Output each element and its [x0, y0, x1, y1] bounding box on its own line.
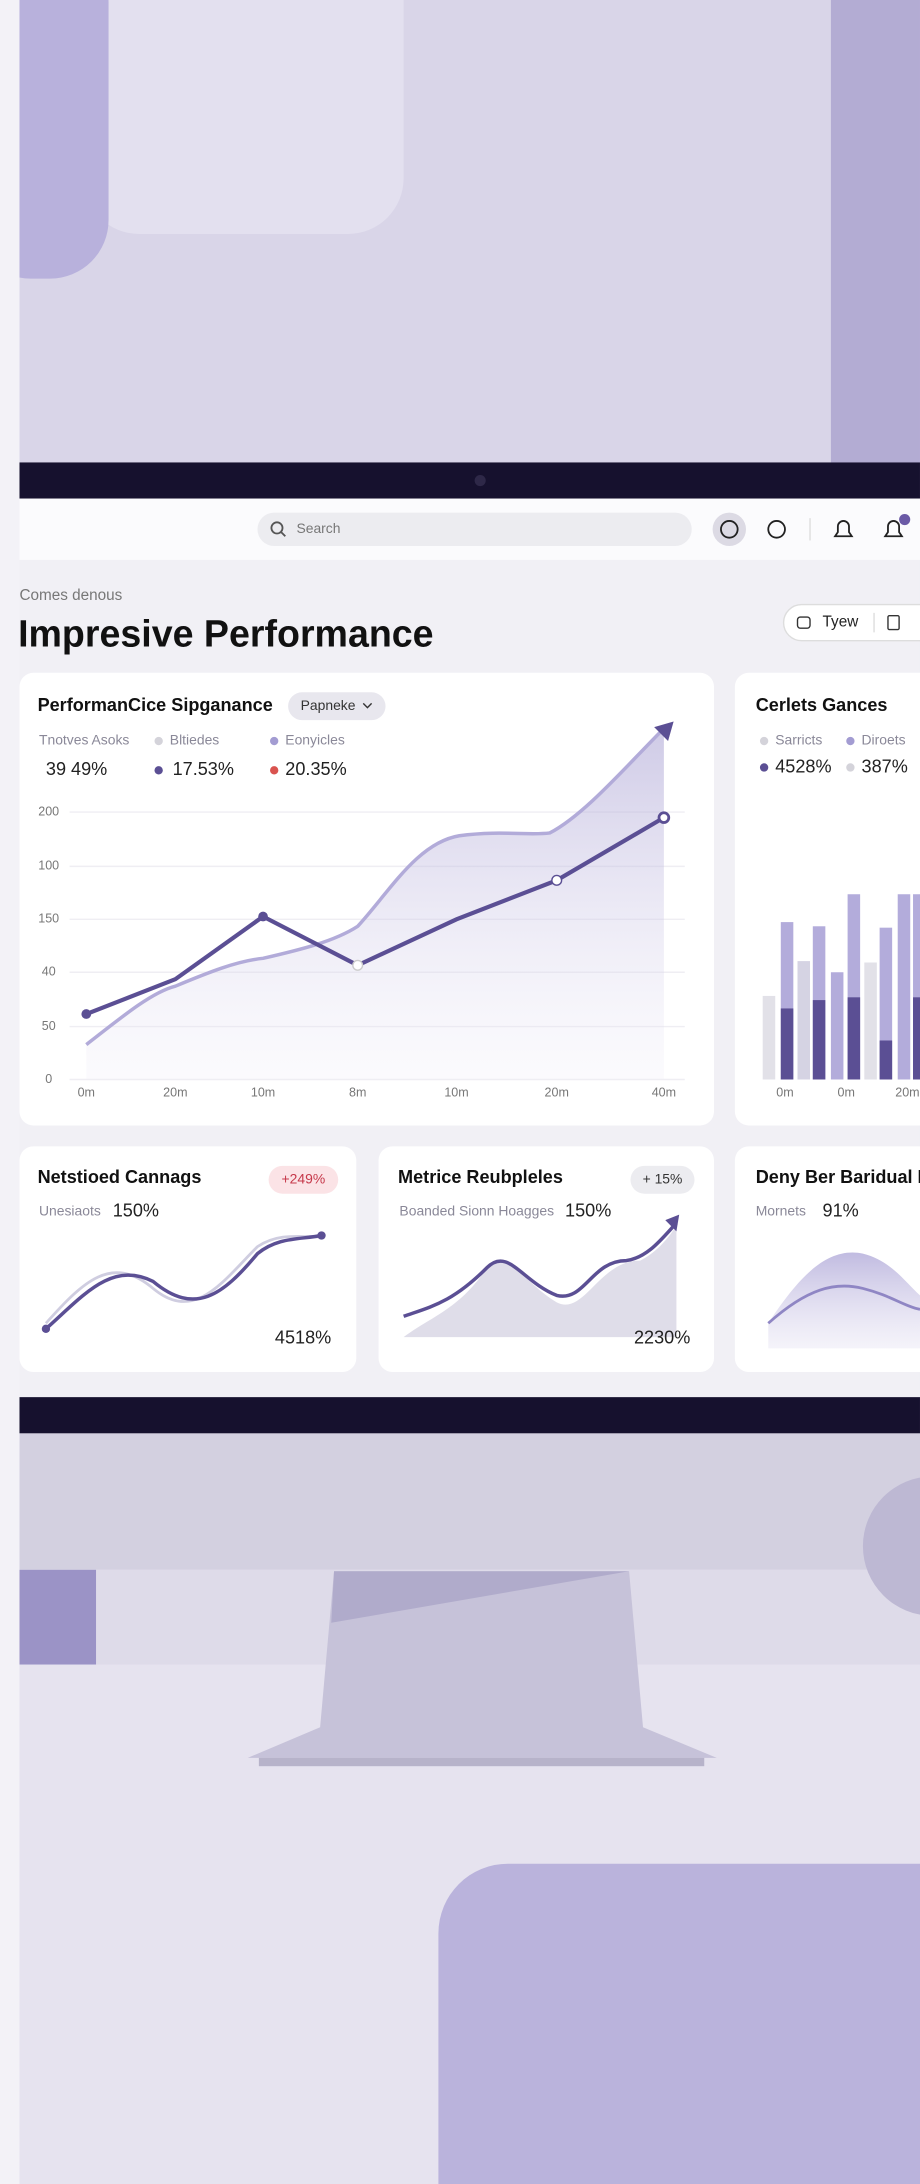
body: Search Comes denous Impresive Performanc… — [0, 0, 920, 2184]
metric-total: 2230% — [634, 1327, 690, 1347]
metric-value: 91% — [823, 1201, 859, 1221]
y-tick-label: 40 — [42, 965, 56, 979]
legend-value: 20.35% — [285, 759, 346, 779]
legend-dot — [154, 766, 162, 774]
legend-label: Diroets — [862, 732, 906, 748]
legend-dot — [760, 763, 768, 771]
x-tick-label: 10m — [444, 1086, 468, 1100]
monitor-base — [259, 1758, 704, 1766]
shape — [913, 997, 920, 1079]
metric-value: 150% — [565, 1201, 611, 1221]
legend-value: 387% — [862, 756, 908, 776]
bezel-bottom — [19, 1397, 919, 1433]
shape — [848, 997, 861, 1079]
notification-dot — [899, 514, 910, 525]
page: Dashboard {"nav": {"search": "Search"}, … — [0, 0, 920, 2184]
legend-value: 4528% — [775, 756, 831, 776]
x-tick-label: 20m — [163, 1086, 187, 1100]
y-tick-label: 50 — [42, 1019, 56, 1033]
card-title: Deny Ber Baridual R — [756, 1167, 920, 1187]
card-title: Cerlets Gances — [756, 695, 888, 715]
metric-label: Unesiaots — [39, 1202, 101, 1218]
point — [552, 875, 562, 885]
button-label: Tyew — [823, 614, 860, 631]
card-title: Metrice Reubpleles — [398, 1167, 563, 1187]
bezel-top — [19, 462, 919, 498]
page-title: Impresive Performance — [18, 612, 433, 654]
legend-value: 39 49% — [46, 759, 107, 779]
y-tick-label: 0 — [45, 1072, 52, 1086]
metric-value: 150% — [113, 1201, 159, 1221]
metric-label: Mornets — [756, 1202, 806, 1218]
y-tick-label: 200 — [38, 804, 59, 818]
camera — [475, 475, 486, 486]
metric-label: Boanded Sionn Hoagges — [399, 1202, 554, 1218]
icon-button[interactable] — [713, 513, 746, 546]
shape — [781, 1008, 794, 1079]
margin — [0, 0, 19, 2184]
x-tick-label: 0m — [78, 1086, 95, 1100]
point — [258, 912, 268, 922]
legend-label: Eonyicles — [285, 732, 345, 748]
legend-dot — [760, 737, 768, 745]
x-tick-label: 10m — [251, 1086, 275, 1100]
point — [81, 1009, 91, 1019]
legend-dot — [154, 737, 162, 745]
shape — [84, 0, 404, 234]
card-title: Netstioed Cannags — [38, 1167, 202, 1187]
x-tick-label: 8m — [349, 1086, 366, 1100]
search-placeholder: Search — [296, 520, 340, 536]
shape — [798, 961, 811, 1079]
x-tick-label: 20m — [895, 1086, 919, 1100]
dropdown-label: Papneke — [301, 697, 356, 713]
x-tick-label: 20m — [545, 1086, 569, 1100]
legend-dot — [270, 737, 278, 745]
scene: Search Comes denous Impresive Performanc… — [0, 0, 920, 2184]
legend-label: Tnotves Asoks — [39, 732, 129, 748]
metric-total: 4518% — [275, 1327, 331, 1347]
shape — [438, 1864, 920, 2184]
shape — [864, 962, 877, 1079]
point — [659, 813, 669, 823]
point — [353, 960, 363, 970]
shape — [898, 894, 911, 1079]
legend-value: 17.53% — [173, 759, 234, 779]
screenshot: Search Comes denous Impresive Performanc… — [0, 0, 920, 2184]
x-tick-label: 0m — [776, 1086, 793, 1100]
shape — [831, 0, 920, 462]
breadcrumb: Comes denous — [19, 587, 122, 604]
badge-label: +249% — [282, 1170, 326, 1186]
legend-dot — [270, 766, 278, 774]
shape — [19, 1570, 96, 1665]
point — [42, 1325, 50, 1333]
shape — [813, 1000, 826, 1079]
wall — [19, 1433, 919, 1570]
legend-label: Bltiedes — [170, 732, 220, 748]
point — [317, 1231, 325, 1239]
x-tick-label: 0m — [838, 1086, 855, 1100]
shape — [880, 1040, 893, 1079]
badge-label: + 15% — [643, 1170, 683, 1186]
shape — [763, 996, 776, 1080]
legend-dot — [846, 737, 854, 745]
card-title: PerformanCice Sipganance — [38, 695, 273, 715]
legend-dot — [846, 763, 854, 771]
y-tick-label: 100 — [38, 859, 59, 873]
shape — [831, 972, 844, 1079]
legend-label: Sarricts — [775, 732, 822, 748]
y-tick-label: 150 — [38, 912, 59, 926]
x-tick-label: 40m — [652, 1086, 676, 1100]
